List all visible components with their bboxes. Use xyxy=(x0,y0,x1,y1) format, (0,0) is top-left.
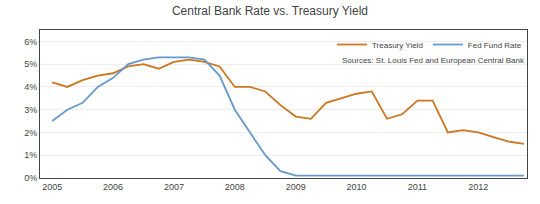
svg-text:2008: 2008 xyxy=(225,182,245,192)
svg-text:2011: 2011 xyxy=(408,182,427,192)
svg-text:0%: 0% xyxy=(24,173,37,183)
svg-text:4%: 4% xyxy=(24,82,37,92)
svg-text:2010: 2010 xyxy=(347,182,367,192)
svg-text:5%: 5% xyxy=(24,59,37,69)
svg-text:Central Bank Rate vs. Treasury: Central Bank Rate vs. Treasury Yield xyxy=(172,4,368,18)
svg-text:2009: 2009 xyxy=(286,182,306,192)
svg-text:Sources: St. Louis Fed and Eur: Sources: St. Louis Fed and European Cent… xyxy=(342,56,525,65)
svg-text:Fed Fund Rate: Fed Fund Rate xyxy=(468,41,522,50)
svg-text:2005: 2005 xyxy=(42,182,62,192)
svg-text:2007: 2007 xyxy=(164,182,184,192)
svg-text:2%: 2% xyxy=(24,128,37,138)
svg-text:1%: 1% xyxy=(24,150,37,160)
svg-text:6%: 6% xyxy=(24,37,37,47)
svg-text:2006: 2006 xyxy=(103,182,123,192)
svg-text:3%: 3% xyxy=(24,105,37,115)
svg-text:Treasury Yield: Treasury Yield xyxy=(372,41,423,50)
svg-text:2012: 2012 xyxy=(468,182,488,192)
